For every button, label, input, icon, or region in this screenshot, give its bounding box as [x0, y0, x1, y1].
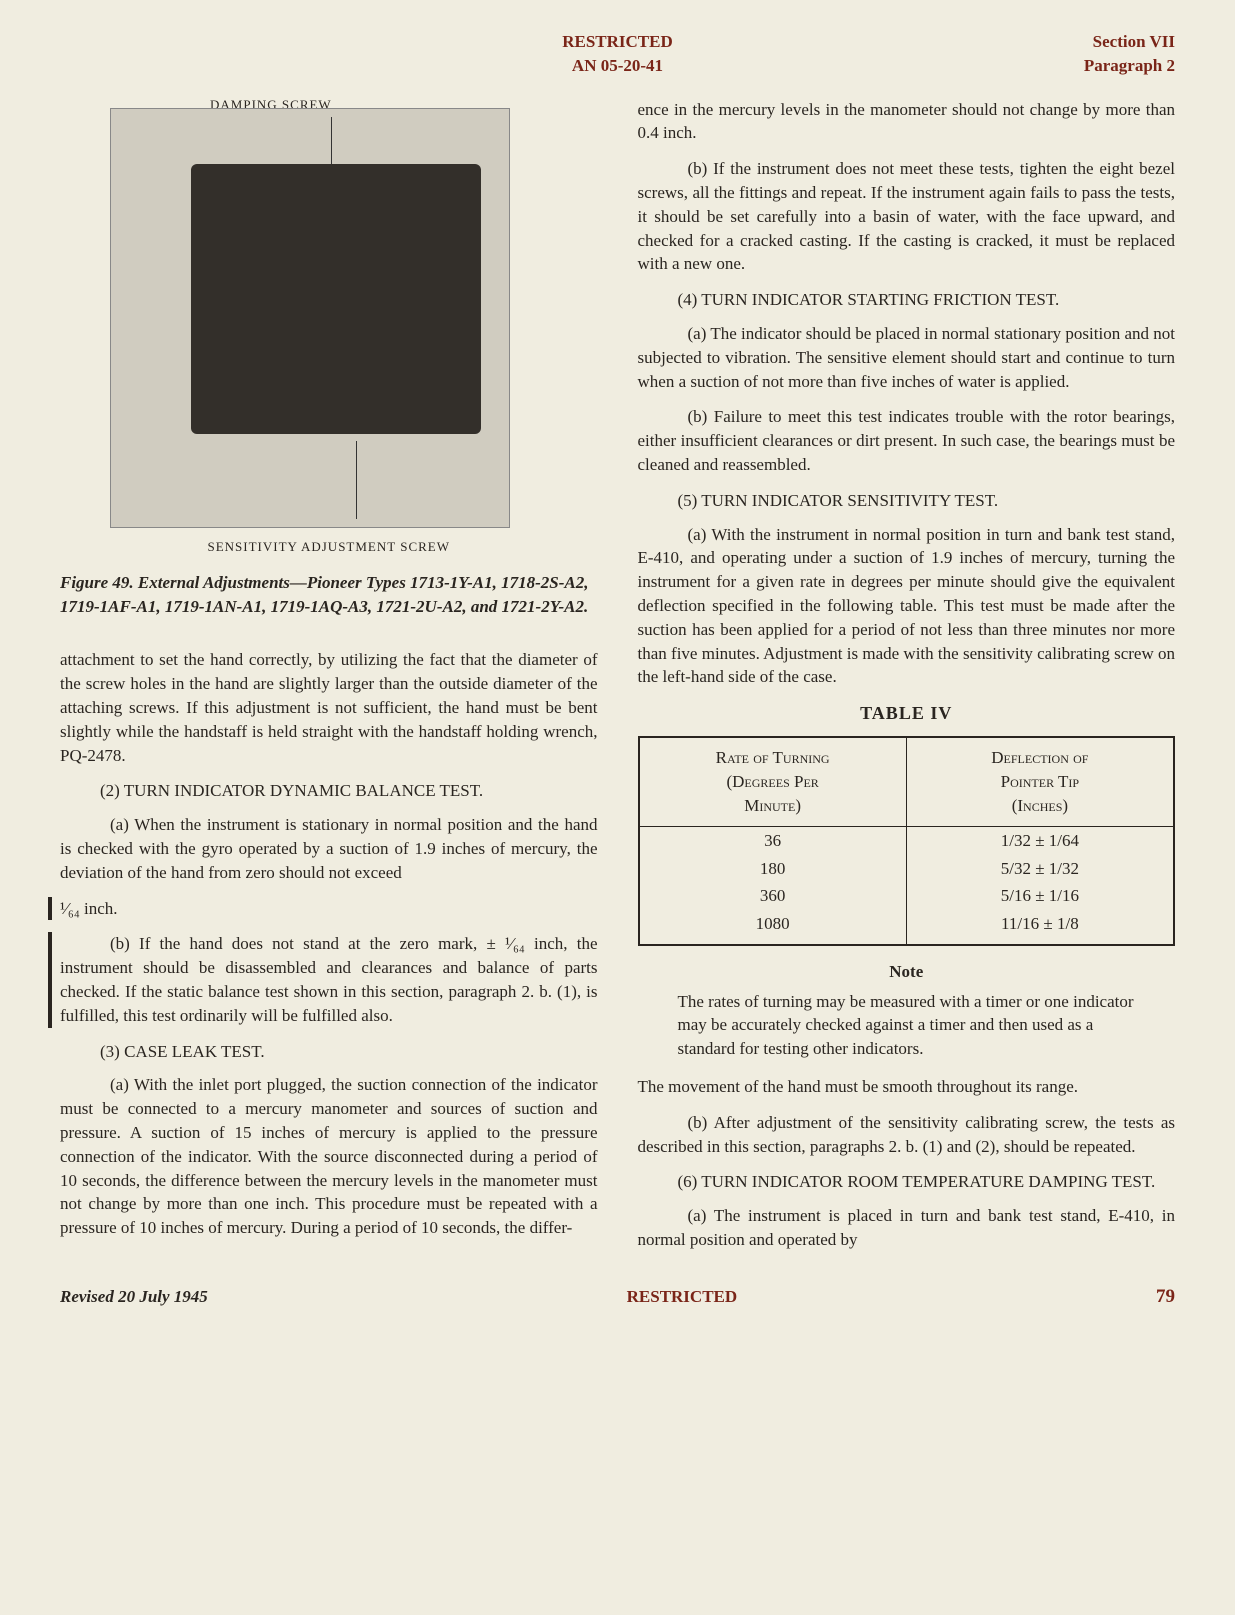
table-header-1: Rate of Turning (Degrees Per Minute) — [639, 737, 907, 826]
heading-6: (6) TURN INDICATOR ROOM TEMPERATURE DAMP… — [706, 1170, 1176, 1194]
footer-revised: Revised 20 July 1945 — [60, 1285, 208, 1309]
note-text: The rates of turning may be measured wit… — [678, 990, 1136, 1061]
para-3b: (b) If the instrument does not meet thes… — [638, 157, 1176, 276]
cell-rate: 1080 — [639, 910, 907, 945]
restricted-label: RESTRICTED — [280, 30, 955, 54]
cell-defl: 5/32 ± 1/32 — [906, 855, 1174, 883]
th1-l2: (Degrees Per — [726, 772, 818, 791]
th2-l3: (Inches) — [1012, 796, 1068, 815]
arrow-top — [331, 117, 332, 167]
cell-rate: 180 — [639, 855, 907, 883]
cell-rate: 36 — [639, 826, 907, 854]
content-columns: DAMPING SCREW SENSITIVITY ADJUSTMENT SCR… — [60, 98, 1175, 1264]
cell-defl: 5/16 ± 1/16 — [906, 882, 1174, 910]
table-row: 36 1/32 ± 1/64 — [639, 826, 1175, 854]
cell-rate: 360 — [639, 882, 907, 910]
arrow-bottom — [356, 441, 357, 519]
cell-defl: 11/16 ± 1/8 — [906, 910, 1174, 945]
footer-restricted: RESTRICTED — [627, 1285, 738, 1309]
para-5a: (a) With the instrument in normal positi… — [638, 523, 1176, 690]
table-header-2: Deflection of Pointer Tip (Inches) — [906, 737, 1174, 826]
th2-l1: Deflection of — [991, 748, 1088, 767]
page-header: RESTRICTED AN 05-20-41 Section VII Parag… — [60, 30, 1175, 78]
paragraph-label: Paragraph 2 — [955, 54, 1175, 78]
th1-l3: Minute) — [744, 796, 801, 815]
para-6a: (a) The instrument is placed in turn and… — [638, 1204, 1176, 1252]
para-4a: (a) The indicator should be placed in no… — [638, 322, 1176, 393]
heading-5: (5) TURN INDICATOR SENSITIVITY TEST. — [706, 489, 1176, 513]
section-label: Section VII — [955, 30, 1175, 54]
left-column: DAMPING SCREW SENSITIVITY ADJUSTMENT SCR… — [60, 98, 598, 1264]
th1-l1: Rate of Turning — [716, 748, 830, 767]
para-5b: (b) After adjustment of the sensitivity … — [638, 1111, 1176, 1159]
right-column: ence in the mercury levels in the manome… — [638, 98, 1176, 1264]
instrument-body — [191, 164, 481, 434]
heading-4: (4) TURN INDICATOR STARTING FRICTION TES… — [706, 288, 1176, 312]
page-footer: Revised 20 July 1945 RESTRICTED 79 — [60, 1284, 1175, 1311]
para-3a-cont: ence in the mercury levels in the manome… — [638, 98, 1176, 146]
para-2a-frac: ¹⁄₆₄ inch. — [48, 897, 598, 921]
footer-page: 79 — [1156, 1284, 1175, 1311]
doc-number: AN 05-20-41 — [280, 54, 955, 78]
figure-image — [110, 108, 510, 528]
figure-container: DAMPING SCREW SENSITIVITY ADJUSTMENT SCR… — [60, 108, 598, 619]
heading-2: (2) TURN INDICATOR DYNAMIC BALANCE TEST. — [128, 779, 598, 803]
para-2a-main: (a) When the instrument is stationary in… — [60, 815, 598, 882]
para-2b: (b) If the hand does not stand at the ze… — [48, 932, 598, 1027]
note-title: Note — [638, 960, 1176, 984]
cell-defl: 1/32 ± 1/64 — [906, 826, 1174, 854]
figure-caption: Figure 49. External Adjustments—Pioneer … — [60, 571, 598, 619]
table-row: 360 5/16 ± 1/16 — [639, 882, 1175, 910]
table-iv: Rate of Turning (Degrees Per Minute) Def… — [638, 736, 1176, 946]
para-attachment: attachment to set the hand correctly, by… — [60, 648, 598, 767]
table-row: 1080 11/16 ± 1/8 — [639, 910, 1175, 945]
table-title: TABLE IV — [638, 701, 1176, 726]
th2-l2: Pointer Tip — [1001, 772, 1079, 791]
table-row: 180 5/32 ± 1/32 — [639, 855, 1175, 883]
heading-3: (3) CASE LEAK TEST. — [128, 1040, 598, 1064]
figure-label-bottom: SENSITIVITY ADJUSTMENT SCREW — [60, 538, 598, 556]
para-3a: (a) With the inlet port plugged, the suc… — [60, 1073, 598, 1240]
header-right: Section VII Paragraph 2 — [955, 30, 1175, 78]
para-2a: (a) When the instrument is stationary in… — [60, 813, 598, 884]
header-center: RESTRICTED AN 05-20-41 — [280, 30, 955, 78]
para-4b: (b) Failure to meet this test indicates … — [638, 405, 1176, 476]
para-5-after: The movement of the hand must be smooth … — [638, 1075, 1176, 1099]
